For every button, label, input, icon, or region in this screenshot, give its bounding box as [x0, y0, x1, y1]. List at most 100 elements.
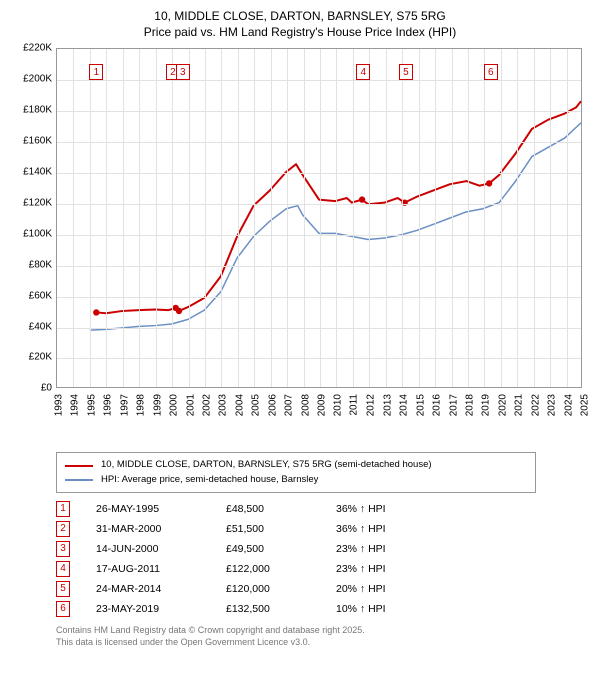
legend-row: 10, MIDDLE CLOSE, DARTON, BARNSLEY, S75 …	[65, 458, 527, 472]
title-line2: Price paid vs. HM Land Registry's House …	[14, 24, 586, 40]
sales-date: 17-AUG-2011	[96, 563, 226, 575]
gridline-v	[484, 49, 485, 387]
gridline-v	[452, 49, 453, 387]
y-axis-label: £140K	[14, 167, 52, 178]
gridline-v	[534, 49, 535, 387]
sales-date: 26-MAY-1995	[96, 503, 226, 515]
plot-area: 123456	[56, 48, 582, 388]
sales-date: 23-MAY-2019	[96, 603, 226, 615]
sales-pct: 36% ↑ HPI	[336, 523, 446, 535]
sales-badge: 6	[56, 601, 70, 617]
sales-row: 4 17-AUG-2011£122,00023% ↑ HPI	[56, 559, 586, 579]
gridline-v	[435, 49, 436, 387]
legend-swatch	[65, 479, 93, 481]
y-axis-label: £80K	[14, 259, 52, 270]
gridline-v	[419, 49, 420, 387]
gridline-v	[550, 49, 551, 387]
gridline-h	[57, 204, 581, 205]
gridline-v	[320, 49, 321, 387]
gridline-v	[304, 49, 305, 387]
y-axis-label: £40K	[14, 321, 52, 332]
series-lines	[57, 49, 581, 387]
gridline-v	[517, 49, 518, 387]
y-axis-label: £20K	[14, 352, 52, 363]
gridline-v	[123, 49, 124, 387]
sales-badge: 2	[56, 521, 70, 537]
gridline-v	[369, 49, 370, 387]
sale-dot	[176, 308, 182, 314]
gridline-h	[57, 111, 581, 112]
sales-price: £132,500	[226, 603, 336, 615]
sales-pct: 23% ↑ HPI	[336, 563, 446, 575]
gridline-v	[189, 49, 190, 387]
sale-marker: 4	[356, 64, 370, 80]
sales-pct: 10% ↑ HPI	[336, 603, 446, 615]
y-axis-label: £120K	[14, 197, 52, 208]
y-axis-label: £220K	[14, 43, 52, 54]
sales-row: 1 26-MAY-1995£48,50036% ↑ HPI	[56, 499, 586, 519]
gridline-h	[57, 142, 581, 143]
gridline-v	[287, 49, 288, 387]
gridline-v	[402, 49, 403, 387]
sales-badge: 1	[56, 501, 70, 517]
sale-marker: 6	[484, 64, 498, 80]
sale-marker: 1	[89, 64, 103, 80]
sales-date: 31-MAR-2000	[96, 523, 226, 535]
footer-line2: This data is licensed under the Open Gov…	[56, 637, 586, 649]
sales-table: 1 26-MAY-1995£48,50036% ↑ HPI 2 31-MAR-2000…	[56, 499, 586, 619]
sales-row: 231-MAR-2000£51,50036% ↑ HPI	[56, 519, 586, 539]
gridline-v	[271, 49, 272, 387]
y-axis-label: £100K	[14, 228, 52, 239]
legend-swatch	[65, 465, 93, 467]
sales-badge: 4	[56, 561, 70, 577]
gridline-h	[57, 358, 581, 359]
gridline-v	[468, 49, 469, 387]
gridline-h	[57, 328, 581, 329]
y-axis-label: £0	[14, 383, 52, 394]
gridline-v	[172, 49, 173, 387]
gridline-v	[501, 49, 502, 387]
legend-label: HPI: Average price, semi-detached house,…	[101, 473, 318, 487]
sales-badge: 5	[56, 581, 70, 597]
gridline-h	[57, 297, 581, 298]
gridline-v	[353, 49, 354, 387]
footer-attribution: Contains HM Land Registry data © Crown c…	[56, 625, 586, 648]
sales-date: 14-JUN-2000	[96, 543, 226, 555]
sales-row: 6 23-MAY-2019£132,50010% ↑ HPI	[56, 599, 586, 619]
chart-title: 10, MIDDLE CLOSE, DARTON, BARNSLEY, S75 …	[14, 8, 586, 40]
sales-row: 314-JUN-2000£49,50023% ↑ HPI	[56, 539, 586, 559]
sales-price: £122,000	[226, 563, 336, 575]
gridline-v	[205, 49, 206, 387]
gridline-h	[57, 266, 581, 267]
y-axis-label: £200K	[14, 74, 52, 85]
gridline-v	[238, 49, 239, 387]
gridline-h	[57, 235, 581, 236]
legend-row: HPI: Average price, semi-detached house,…	[65, 473, 527, 487]
sale-dot	[486, 181, 492, 187]
gridline-h	[57, 173, 581, 174]
sales-price: £48,500	[226, 503, 336, 515]
sale-dot	[359, 197, 365, 203]
sales-row: 524-MAR-2014£120,00020% ↑ HPI	[56, 579, 586, 599]
gridline-v	[106, 49, 107, 387]
gridline-v	[221, 49, 222, 387]
sale-marker: 5	[399, 64, 413, 80]
sales-pct: 36% ↑ HPI	[336, 503, 446, 515]
y-axis-label: £160K	[14, 136, 52, 147]
sale-marker: 3	[176, 64, 190, 80]
sales-badge: 3	[56, 541, 70, 557]
gridline-v	[386, 49, 387, 387]
sale-dot	[93, 310, 99, 316]
sales-price: £49,500	[226, 543, 336, 555]
gridline-v	[90, 49, 91, 387]
legend-label: 10, MIDDLE CLOSE, DARTON, BARNSLEY, S75 …	[101, 458, 432, 472]
series-line	[96, 102, 581, 314]
gridline-v	[139, 49, 140, 387]
chart-area: 123456 £0£20K£40K£60K£80K£100K£120K£140K…	[14, 44, 586, 444]
gridline-v	[567, 49, 568, 387]
gridline-v	[156, 49, 157, 387]
sales-price: £120,000	[226, 583, 336, 595]
sales-date: 24-MAR-2014	[96, 583, 226, 595]
gridline-h	[57, 80, 581, 81]
x-axis-label: 2025	[579, 394, 600, 416]
